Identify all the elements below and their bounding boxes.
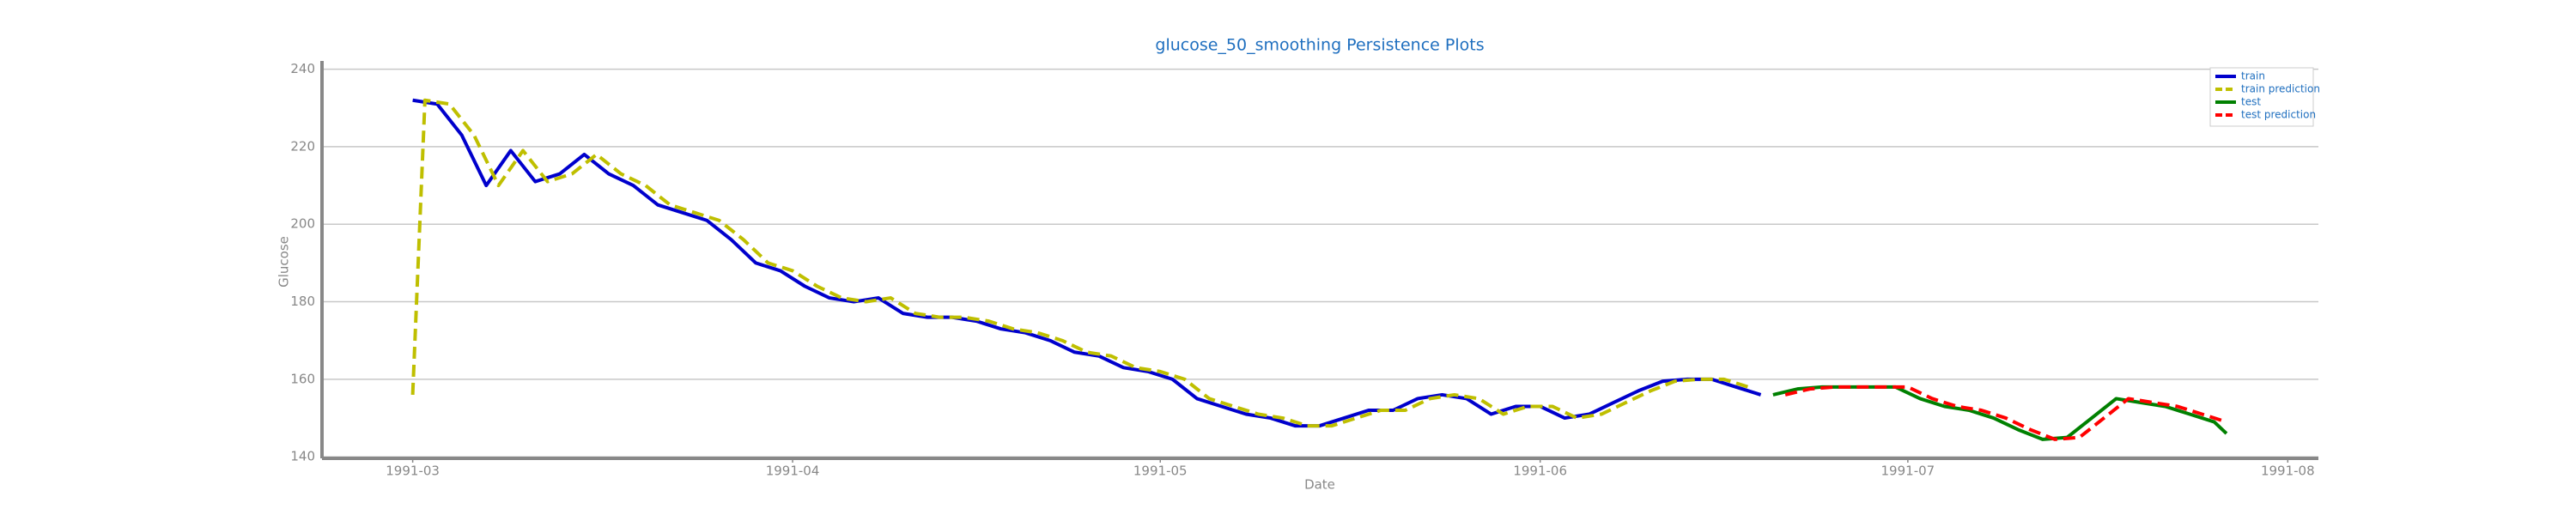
- series-line: [412, 98, 1762, 428]
- y-tick-label: 240: [290, 61, 315, 76]
- legend-label: train: [2241, 70, 2265, 82]
- legend-label: train prediction: [2241, 83, 2320, 95]
- x-tick-label: 1991-03: [386, 464, 440, 479]
- series-line: [1772, 385, 2228, 441]
- series-line: [410, 98, 1749, 428]
- x-axis-label: Date: [1304, 477, 1335, 493]
- y-axis-label: Glucose: [276, 236, 292, 288]
- x-tick-label: 1991-06: [1513, 464, 1567, 479]
- x-tick-label: 1991-08: [2261, 464, 2315, 479]
- x-tick-label: 1991-05: [1133, 464, 1188, 479]
- series-line: [1784, 385, 2227, 441]
- legend-label: test: [2241, 96, 2261, 108]
- y-tick-label: 200: [290, 216, 315, 232]
- legend-label: test prediction: [2241, 109, 2316, 121]
- y-tick-label: 140: [290, 449, 315, 464]
- x-tick-label: 1991-07: [1881, 464, 1935, 479]
- x-tick-label: 1991-04: [766, 464, 820, 479]
- chart-title: glucose_50_smoothing Persistence Plots: [1155, 36, 1484, 55]
- y-tick-label: 220: [290, 138, 315, 154]
- y-tick-label: 160: [290, 371, 315, 386]
- y-tick-label: 180: [290, 294, 315, 309]
